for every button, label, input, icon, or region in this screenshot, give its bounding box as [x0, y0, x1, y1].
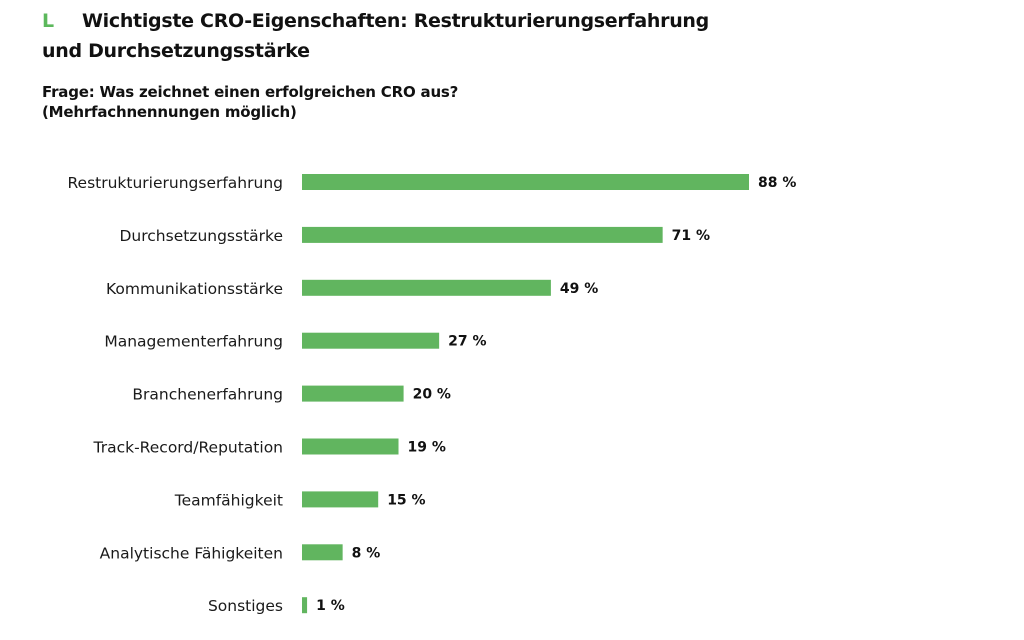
value-label: 19 %	[408, 440, 446, 456]
category-label: Durchsetzungsstärke	[119, 227, 283, 245]
category-label: Track-Record/Reputation	[93, 439, 283, 457]
bar	[302, 385, 404, 402]
bar-row: Sonstiges 1 %	[208, 597, 345, 615]
value-label: 27 %	[448, 334, 486, 350]
bar	[302, 544, 343, 561]
chart-title: L Wichtigste CRO-Eigenschaften: Restruktu…	[42, 6, 762, 66]
title-text-1: Wichtigste CRO-Eigenschaften: Restruktur…	[82, 10, 709, 32]
bar-row: Restrukturierungserfahrung 88 %	[67, 174, 796, 192]
title-line-1: L Wichtigste CRO-Eigenschaften: Restruktu…	[42, 6, 762, 36]
category-label: Kommunikationsstärke	[106, 280, 283, 298]
section-marker: L	[42, 10, 54, 32]
bar-row: Analytische Fähigkeiten 8 %	[100, 544, 381, 562]
value-label: 8 %	[352, 545, 381, 561]
question-line-2: (Mehrfachnennungen möglich)	[42, 103, 297, 121]
bar-row: Branchenerfahrung 20 %	[132, 385, 451, 404]
bar	[302, 597, 308, 614]
bar	[302, 279, 551, 296]
category-label: Sonstiges	[208, 597, 283, 615]
bar-row: Track-Record/Reputation 19 %	[93, 438, 446, 457]
value-label: 71 %	[672, 228, 710, 244]
bar-row: Durchsetzungsstärke 71 %	[119, 226, 710, 245]
value-label: 49 %	[560, 281, 598, 297]
value-label: 20 %	[413, 387, 451, 403]
bar	[302, 332, 440, 349]
title-line-2: und Durchsetzungsstärke	[42, 40, 310, 62]
bar-row: Teamfähigkeit 15 %	[174, 491, 426, 509]
question-line-1: Frage: Was zeichnet einen erfolgreichen …	[42, 83, 459, 101]
question-subtitle: Frage: Was zeichnet einen erfolgreichen …	[42, 82, 458, 122]
category-label: Managementerfahrung	[104, 333, 283, 351]
bar	[302, 491, 379, 508]
bar	[302, 438, 399, 455]
bar	[302, 226, 663, 243]
category-label: Restrukturierungserfahrung	[67, 174, 283, 192]
bar-row: Kommunikationsstärke 49 %	[106, 279, 598, 298]
bar	[302, 174, 749, 190]
category-label: Analytische Fähigkeiten	[100, 544, 283, 562]
value-label: 88 %	[758, 175, 796, 191]
category-label: Teamfähigkeit	[174, 491, 283, 509]
value-label: 1 %	[316, 598, 345, 614]
bar-row: Managementerfahrung 27 %	[104, 332, 487, 351]
value-label: 15 %	[387, 492, 425, 508]
category-label: Branchenerfahrung	[132, 386, 283, 404]
